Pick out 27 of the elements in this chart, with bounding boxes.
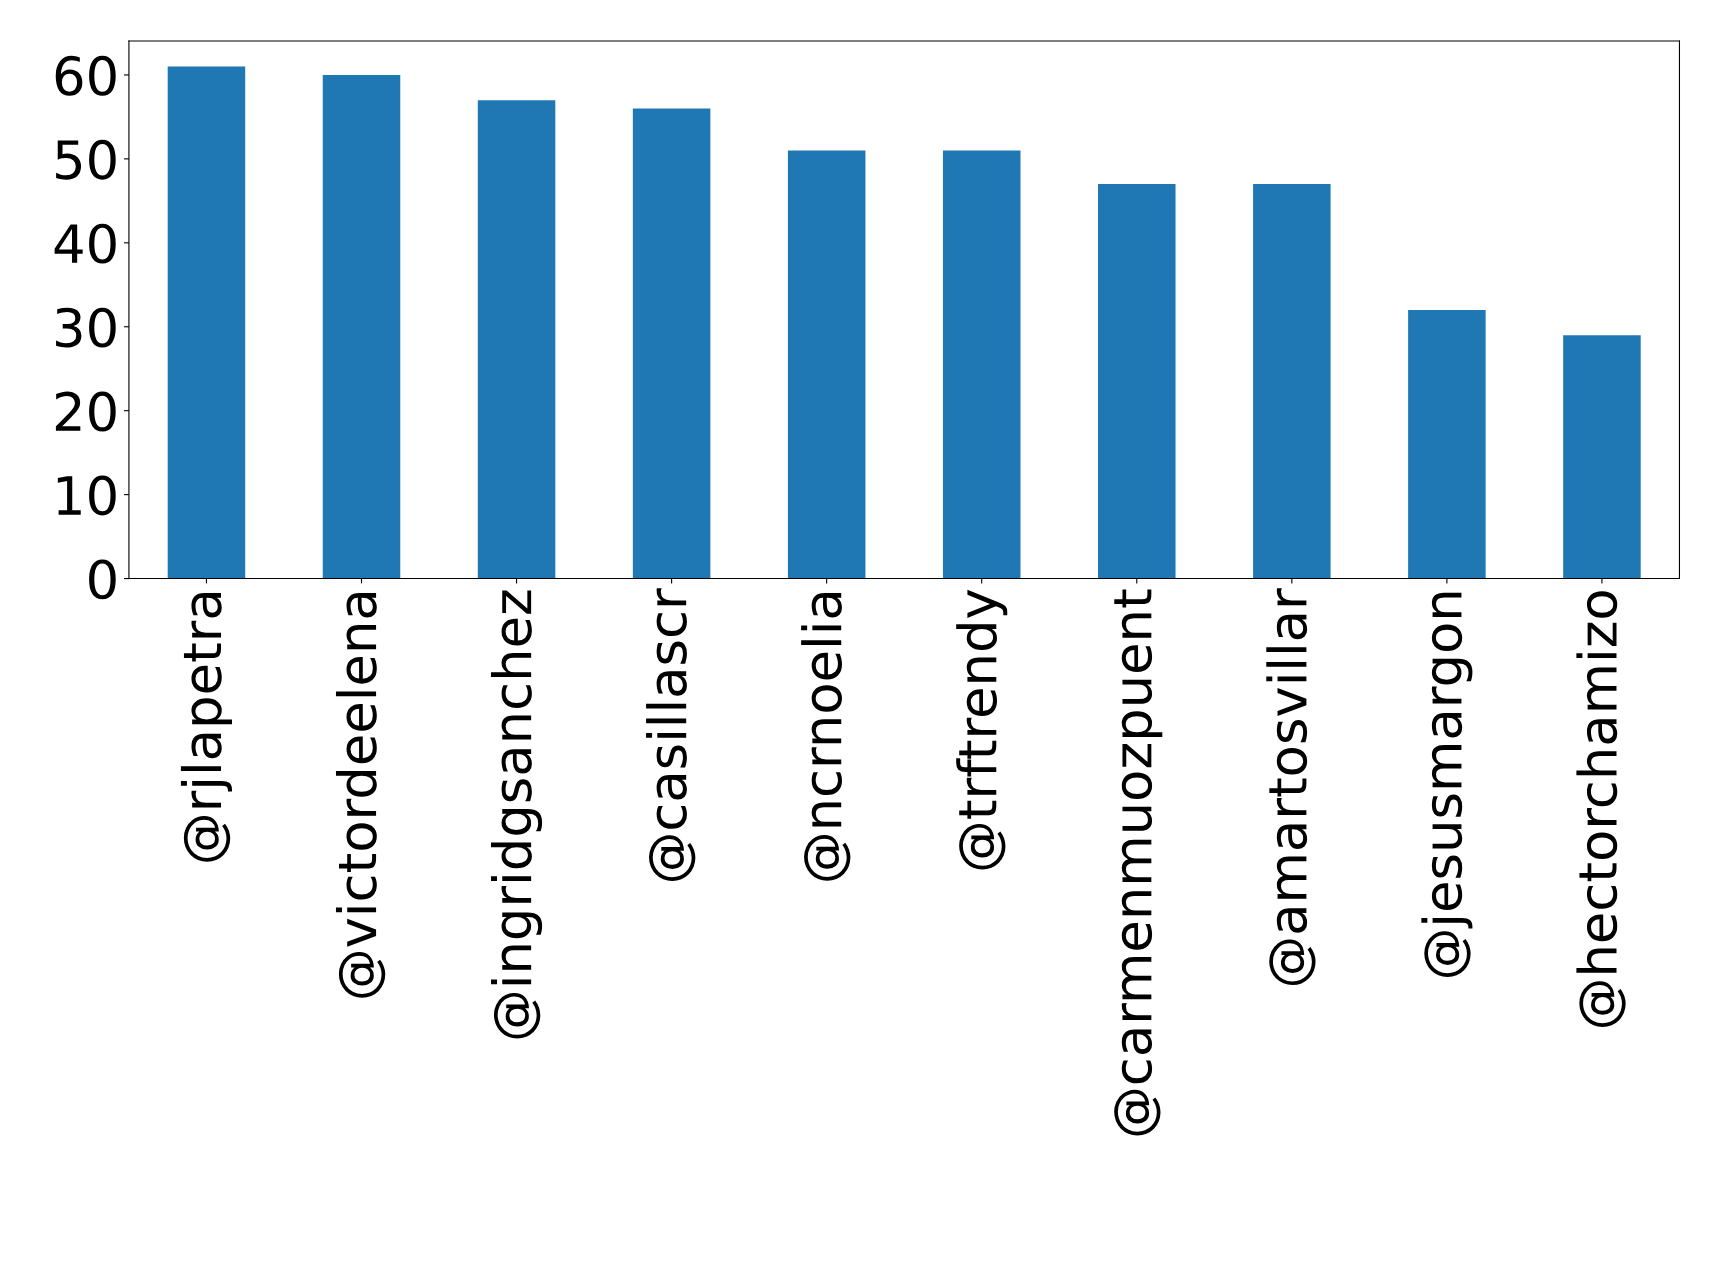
- x-tick-label: @casillascr: [646, 588, 696, 881]
- bar: [942, 150, 1021, 579]
- bar: [1408, 309, 1486, 579]
- y-tick-label: 20: [55, 391, 116, 432]
- bar: [1098, 184, 1176, 579]
- x-tick-label: @jesusmargon: [1421, 592, 1473, 977]
- y-tick-label: 60: [55, 55, 116, 96]
- x-tick-label: @ncrnoelia: [801, 593, 851, 881]
- bar: [787, 150, 866, 579]
- y-tick-label: 50: [56, 139, 116, 180]
- bar: [1563, 335, 1641, 579]
- bar: [632, 108, 711, 579]
- bar: [477, 100, 556, 579]
- bar: [167, 66, 246, 579]
- y-tick-label: 10: [57, 475, 116, 516]
- x-tick-label: @hectorchamizo: [1576, 591, 1626, 1027]
- y-tick-label: 40: [54, 223, 116, 264]
- bar: [322, 74, 401, 579]
- x-tick-label: @carmenmuozpuent: [1114, 589, 1163, 1136]
- x-tick-label: @victordeelena: [335, 593, 386, 998]
- bar: [1253, 184, 1331, 579]
- x-tick-label: @ingridgsanchez: [491, 590, 543, 1039]
- x-tick-label: @trftrendy: [956, 589, 1008, 870]
- x-tick-label: @amartosvillar: [1266, 588, 1316, 986]
- y-tick-label: 30: [56, 307, 116, 348]
- y-tick-label: 0: [89, 559, 116, 600]
- x-tick-label: @rjlapetra: [180, 593, 232, 862]
